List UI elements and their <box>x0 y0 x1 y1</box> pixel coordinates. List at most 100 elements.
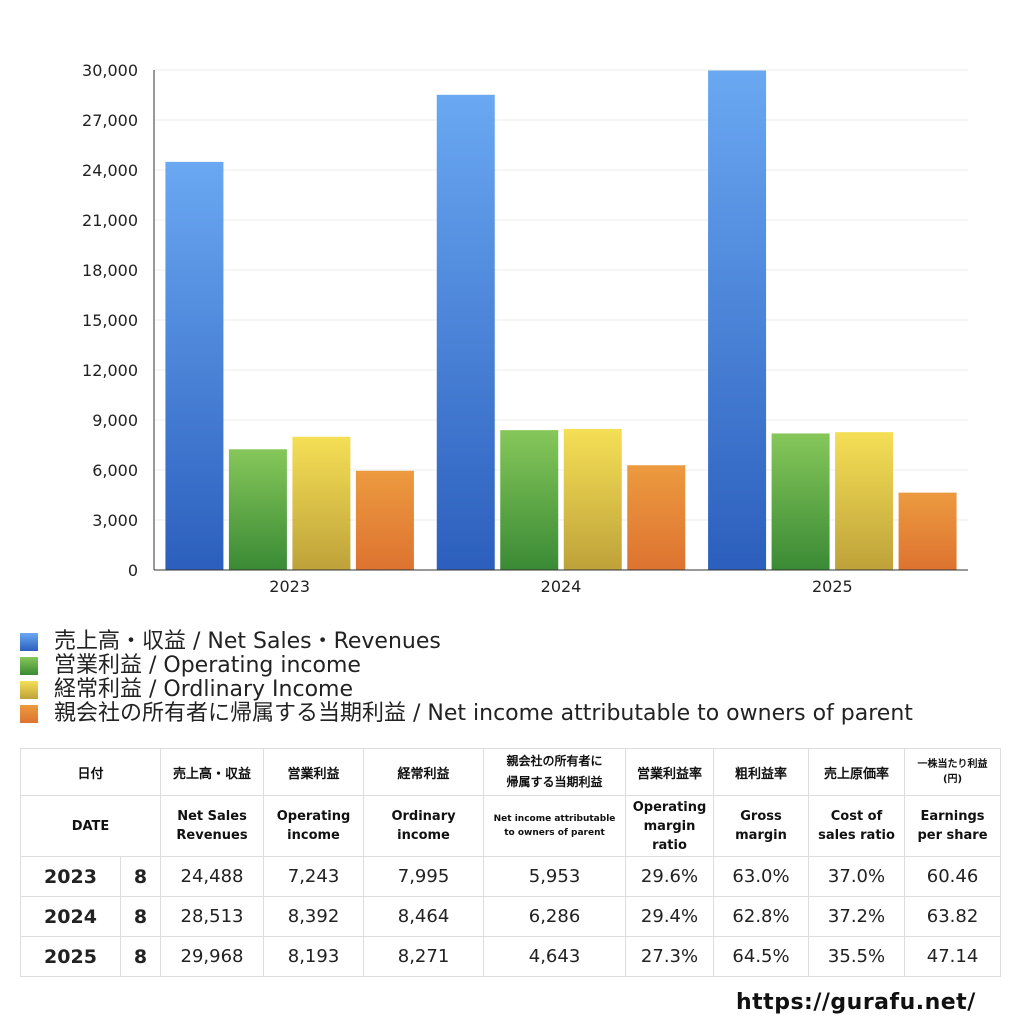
header-cost-en-line1: Cost of <box>830 809 883 824</box>
header-net-en: Net income attributable to owners of par… <box>483 795 627 857</box>
header-net-en-line2: to owners of parent <box>504 828 605 838</box>
cell-ordinary: 8,271 <box>363 936 485 977</box>
y-tick-label: 3,000 <box>92 511 138 530</box>
cell-cost: 37.0% <box>808 856 906 897</box>
cell-sales: 28,513 <box>160 896 265 937</box>
y-tick-label: 30,000 <box>82 61 138 80</box>
header-net-jp-line1: 親会社の所有者に <box>506 754 603 768</box>
bar-2023-series-3 <box>292 436 351 570</box>
bar-2023-series-1 <box>165 161 224 570</box>
table-row-2025: 2025 8 29,968 8,193 8,271 4,643 27.3% 64… <box>20 936 1002 977</box>
cell-ordinary: 7,995 <box>363 856 485 897</box>
header-gross-en: Gross margin <box>713 795 810 857</box>
x-tick-label: 2023 <box>269 577 310 596</box>
y-tick-label: 24,000 <box>82 161 138 180</box>
legend-label-ordinary-income: 経常利益 / Ordlinary Income <box>54 677 353 702</box>
header-gross-jp: 粗利益率 <box>713 748 810 796</box>
header-op-margin-jp: 営業利益率 <box>625 748 715 796</box>
cell-eps: 63.82 <box>904 896 1002 937</box>
bar-2025-series-4 <box>898 492 957 570</box>
header-op-margin-en-line3: ratio <box>652 837 687 853</box>
legend-item-net-income: 親会社の所有者に帰属する当期利益 / Net income attributab… <box>20 702 913 726</box>
header-ordinary-jp: 経常利益 <box>363 748 485 796</box>
cell-year: 2025 <box>20 936 121 977</box>
header-cost-en: Cost of sales ratio <box>808 795 906 857</box>
chart-legend: 売上高・収益 / Net Sales・Revenues 営業利益 / Opera… <box>20 630 913 726</box>
header-ordinary-en-line1: Ordinary <box>391 809 456 824</box>
cell-cost: 35.5% <box>808 936 906 977</box>
header-operating-en-line2: income <box>287 828 340 843</box>
header-sales-en-line2: Revenues <box>176 828 248 843</box>
cell-month: 8 <box>119 936 162 977</box>
cell-sales: 29,968 <box>160 936 265 977</box>
header-date-jp: 日付 <box>19 748 162 796</box>
y-tick-label: 18,000 <box>82 261 138 280</box>
cell-operating: 7,243 <box>263 856 365 897</box>
header-op-margin-en-line2: margin <box>643 818 696 834</box>
legend-swatch-net-sales <box>20 633 38 651</box>
bar-2024-series-2 <box>500 430 559 570</box>
legend-swatch-net-income <box>20 705 38 723</box>
cell-year: 2023 <box>20 856 121 897</box>
header-date-en: DATE <box>19 795 162 857</box>
legend-label-operating-income: 営業利益 / Operating income <box>54 653 361 678</box>
header-net-jp: 親会社の所有者に 帰属する当期利益 <box>483 748 627 796</box>
header-op-margin-en-line1: Operating <box>632 799 707 815</box>
bar-chart: 0 3,000 6,000 9,000 12,000 15,000 18,000 21,000… <box>82 61 968 596</box>
cell-net: 5,953 <box>483 856 627 897</box>
cell-sales: 24,488 <box>160 856 265 897</box>
cell-op-margin: 29.6% <box>625 856 715 897</box>
header-sales-en-line1: Net Sales <box>177 809 247 824</box>
header-sales-en: Net Sales Revenues <box>160 795 265 857</box>
cell-net: 6,286 <box>483 896 627 937</box>
table-header-row-jp: 日付 売上高・収益 営業利益 経常利益 親会社の所有者に 帰属する当期利益 営業… <box>19 748 1002 796</box>
bar-2024-series-3 <box>563 428 622 570</box>
header-net-jp-line2: 帰属する当期利益 <box>506 775 603 789</box>
table-row-2024: 2024 8 28,513 8,392 8,464 6,286 29.4% 62… <box>20 896 1002 937</box>
header-eps-en-line2: per share <box>917 828 988 843</box>
legend-swatch-ordinary-income <box>20 681 38 699</box>
header-eps-jp-line1: 一株当たり利益 <box>917 759 988 770</box>
x-tick-label: 2025 <box>812 577 853 596</box>
cell-op-margin: 29.4% <box>625 896 715 937</box>
x-tick-label: 2024 <box>541 577 582 596</box>
y-tick-label: 27,000 <box>82 111 138 130</box>
header-eps-en-line1: Earnings <box>920 809 985 824</box>
legend-swatch-operating-income <box>20 657 38 675</box>
cell-operating: 8,193 <box>263 936 365 977</box>
cell-op-margin: 27.3% <box>625 936 715 977</box>
cell-gross: 62.8% <box>713 896 810 937</box>
header-net-en-line1: Net income attributable <box>493 814 616 824</box>
cell-year: 2024 <box>20 896 121 937</box>
header-ordinary-en-line2: income <box>397 828 450 843</box>
header-gross-en-line1: Gross <box>740 809 782 824</box>
bar-2024-series-4 <box>627 465 686 570</box>
source-url[interactable]: https://gurafu.net/ <box>736 990 976 1015</box>
cell-operating: 8,392 <box>263 896 365 937</box>
header-eps-en: Earnings per share <box>904 795 1002 857</box>
legend-item-net-sales: 売上高・収益 / Net Sales・Revenues <box>20 630 913 654</box>
bar-2024-series-1 <box>436 94 495 571</box>
cell-month: 8 <box>119 856 162 897</box>
cell-eps: 47.14 <box>904 936 1002 977</box>
y-tick-label: 6,000 <box>92 461 138 480</box>
header-eps-jp: 一株当たり利益 (円) <box>904 748 1002 796</box>
cell-ordinary: 8,464 <box>363 896 485 937</box>
cell-gross: 63.0% <box>713 856 810 897</box>
header-gross-en-line2: margin <box>735 828 787 843</box>
y-tick-label: 21,000 <box>82 211 138 230</box>
header-ordinary-en: Ordinary income <box>363 795 485 857</box>
y-tick-label: 15,000 <box>82 311 138 330</box>
legend-label-net-sales: 売上高・収益 / Net Sales・Revenues <box>54 629 441 654</box>
table-header-row-en: DATE Net Sales Revenues Operating income… <box>19 795 1002 857</box>
header-sales-jp: 売上高・収益 <box>160 748 265 796</box>
header-operating-en: Operating income <box>263 795 365 857</box>
cell-eps: 60.46 <box>904 856 1002 897</box>
header-operating-jp: 営業利益 <box>263 748 365 796</box>
bar-2025-series-3 <box>835 432 894 570</box>
header-operating-en-line1: Operating <box>276 809 351 824</box>
y-tick-label: 12,000 <box>82 361 138 380</box>
header-op-margin-en: Operating margin ratio <box>625 795 715 857</box>
cell-month: 8 <box>119 896 162 937</box>
y-tick-label: 0 <box>128 561 138 580</box>
